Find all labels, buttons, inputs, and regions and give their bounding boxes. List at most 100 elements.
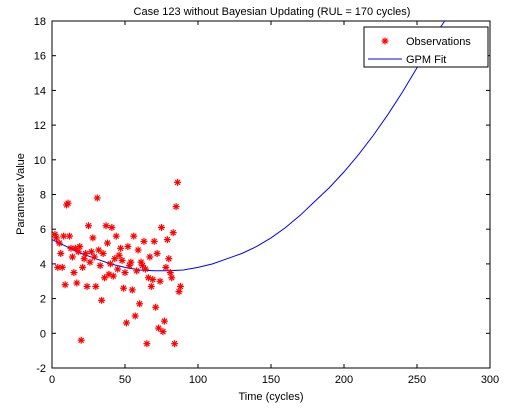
observation-point — [92, 282, 100, 290]
legend-observations-label: Observations — [406, 36, 471, 48]
y-tick-label: -2 — [36, 363, 46, 375]
observation-point — [64, 199, 72, 207]
y-tick-label: 6 — [40, 224, 46, 236]
y-axis-ticks: -2 0 2 4 6 8 10 12 14 16 18 — [34, 16, 490, 375]
observation-point — [80, 255, 88, 263]
y-tick-label: 4 — [40, 259, 46, 271]
observation-point — [143, 340, 151, 348]
observation-point — [133, 267, 141, 275]
observation-point — [103, 239, 111, 247]
observation-point — [55, 239, 63, 247]
observation-point — [156, 277, 164, 285]
observation-point — [74, 248, 82, 256]
legend-observations-marker — [381, 37, 389, 45]
observation-point — [134, 246, 142, 254]
x-tick-label: 250 — [408, 374, 426, 386]
observation-point — [60, 232, 68, 240]
observation-point — [165, 255, 173, 263]
observation-point — [79, 263, 87, 271]
observation-point — [136, 300, 144, 308]
legend-box — [363, 26, 489, 68]
observation-point — [155, 324, 163, 332]
x-axis-label: Time (cycles) — [239, 391, 304, 403]
observation-point — [176, 282, 184, 290]
observation-point — [146, 253, 154, 261]
observation-point — [168, 274, 176, 282]
observation-point — [150, 237, 158, 245]
plot-area — [51, 20, 491, 369]
observation-point — [106, 260, 114, 268]
y-axis-label: Parameter Value — [15, 153, 27, 235]
observation-point — [162, 263, 170, 271]
observation-point — [169, 229, 177, 237]
legend-asterisk-icon — [381, 37, 389, 45]
observation-point — [95, 246, 103, 254]
y-tick-label: 16 — [34, 51, 46, 63]
observation-point — [108, 223, 116, 231]
observation-point — [141, 265, 149, 273]
observation-point — [111, 255, 119, 263]
observation-point — [112, 232, 120, 240]
observation-point — [117, 244, 125, 252]
observation-point — [67, 244, 75, 252]
observation-point — [130, 232, 138, 240]
observation-point — [73, 279, 81, 287]
observation-point — [70, 269, 78, 277]
observation-point — [131, 312, 139, 320]
observation-point — [163, 236, 171, 244]
y-tick-label: 8 — [40, 190, 46, 202]
observation-point — [57, 249, 65, 257]
legend-gpm-fit-label: GPM Fit — [406, 54, 446, 66]
observation-point — [171, 340, 179, 348]
observation-point — [66, 232, 74, 240]
observation-point — [158, 223, 165, 231]
observation-point — [127, 258, 135, 266]
observation-point — [68, 253, 76, 261]
observation-point — [118, 256, 126, 264]
observation-point — [124, 243, 132, 251]
x-tick-label: 50 — [119, 374, 131, 386]
observation-point — [54, 263, 62, 271]
x-axis-ticks: 0 50 100 150 200 250 300 — [49, 21, 499, 386]
x-tick-label: 150 — [262, 374, 280, 386]
chart-title: Case 123 without Bayesian Updating (RUL … — [134, 6, 411, 18]
observation-point — [96, 262, 104, 270]
observation-point — [76, 243, 84, 251]
observation-point — [61, 281, 69, 289]
observation-point — [147, 282, 155, 290]
observation-point — [87, 248, 95, 256]
observation-point — [114, 265, 122, 273]
observation-point — [98, 296, 106, 304]
observation-point — [99, 249, 107, 257]
observation-point — [82, 249, 90, 257]
observation-point — [120, 284, 128, 292]
plot-content — [51, 20, 446, 348]
observation-point — [121, 269, 129, 277]
observation-point — [166, 269, 174, 277]
observation-point — [52, 234, 60, 242]
observation-point — [149, 276, 157, 284]
x-tick-label: 0 — [49, 374, 55, 386]
observation-point — [93, 194, 101, 202]
observation-point — [58, 263, 66, 271]
observation-point — [109, 272, 117, 280]
x-tick-label: 300 — [481, 374, 499, 386]
legend: Observations GPM Fit — [363, 26, 489, 68]
observation-point — [140, 237, 148, 245]
y-tick-label: 12 — [34, 120, 46, 132]
observation-point — [175, 288, 183, 296]
observation-point — [101, 274, 109, 282]
y-tick-label: 14 — [34, 85, 46, 97]
observation-point — [159, 328, 167, 336]
x-tick-label: 200 — [335, 374, 353, 386]
observation-point — [128, 286, 136, 294]
observation-point — [77, 336, 85, 344]
observation-point — [172, 203, 180, 211]
observation-point — [153, 249, 161, 257]
observation-point — [86, 258, 94, 266]
y-tick-label: 2 — [40, 294, 46, 306]
observation-point — [85, 222, 92, 230]
observation-point — [115, 251, 123, 259]
observation-point — [102, 222, 110, 230]
